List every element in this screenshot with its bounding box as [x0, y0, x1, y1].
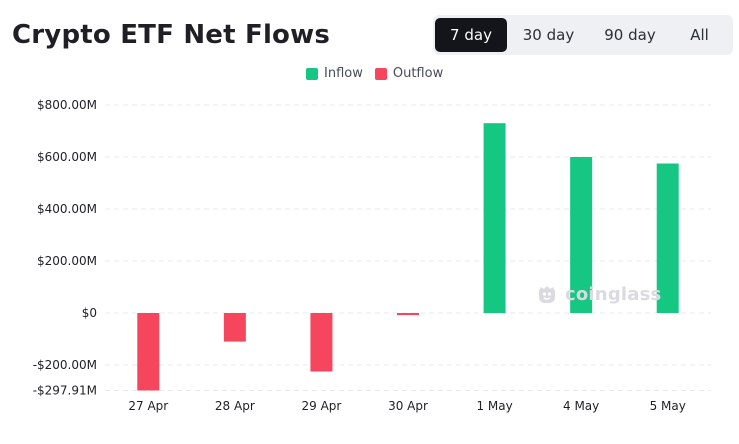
legend-item-outflow[interactable]: Outflow [374, 66, 444, 81]
x-tick-label: 5 May [650, 399, 686, 413]
outflow-swatch-icon [374, 67, 387, 80]
flow-bar[interactable] [570, 157, 593, 313]
flow-bar[interactable] [483, 123, 506, 313]
legend-item-inflow[interactable]: Inflow [306, 66, 363, 81]
flow-bar[interactable] [137, 313, 160, 391]
y-tick-label: -$297.91M [33, 383, 97, 397]
tab-30-day[interactable]: 30 day [522, 26, 575, 44]
y-tick-label: $800.00M [37, 98, 97, 112]
flow-bar[interactable] [397, 313, 419, 316]
x-tick-label: 1 May [476, 399, 512, 413]
legend-label-outflow: Outflow [392, 66, 444, 81]
tab-90-day[interactable]: 90 day [604, 26, 656, 44]
x-tick-label: 27 Apr [128, 399, 168, 413]
x-tick-label: 29 Apr [302, 399, 342, 413]
flow-bar[interactable] [310, 313, 333, 372]
x-tick-label: 4 May [563, 399, 599, 413]
time-range-tabs: 7 day 30 day 90 day All [433, 15, 733, 55]
x-tick-label: 30 Apr [388, 399, 428, 413]
flow-bar[interactable] [656, 163, 679, 314]
tab-all[interactable]: All [690, 26, 709, 44]
y-tick-label: $0 [82, 306, 97, 320]
chart-legend: Inflow Outflow [306, 66, 455, 81]
legend-label-inflow: Inflow [324, 66, 363, 81]
page-title: Crypto ETF Net Flows [12, 20, 331, 50]
inflow-swatch-icon [306, 67, 318, 80]
x-tick-label: 28 Apr [215, 399, 255, 413]
y-tick-label: -$200.00M [33, 358, 97, 372]
y-tick-label: $200.00M [37, 254, 97, 268]
tab-7-day[interactable]: 7 day [435, 18, 507, 52]
y-tick-label: $600.00M [37, 150, 97, 164]
flow-bar[interactable] [223, 313, 246, 342]
coinglass-logo-icon [539, 286, 555, 303]
y-tick-label: $400.00M [37, 202, 97, 216]
watermark-text: coinglass [565, 283, 662, 305]
coinglass-watermark: coinglass [535, 282, 661, 306]
